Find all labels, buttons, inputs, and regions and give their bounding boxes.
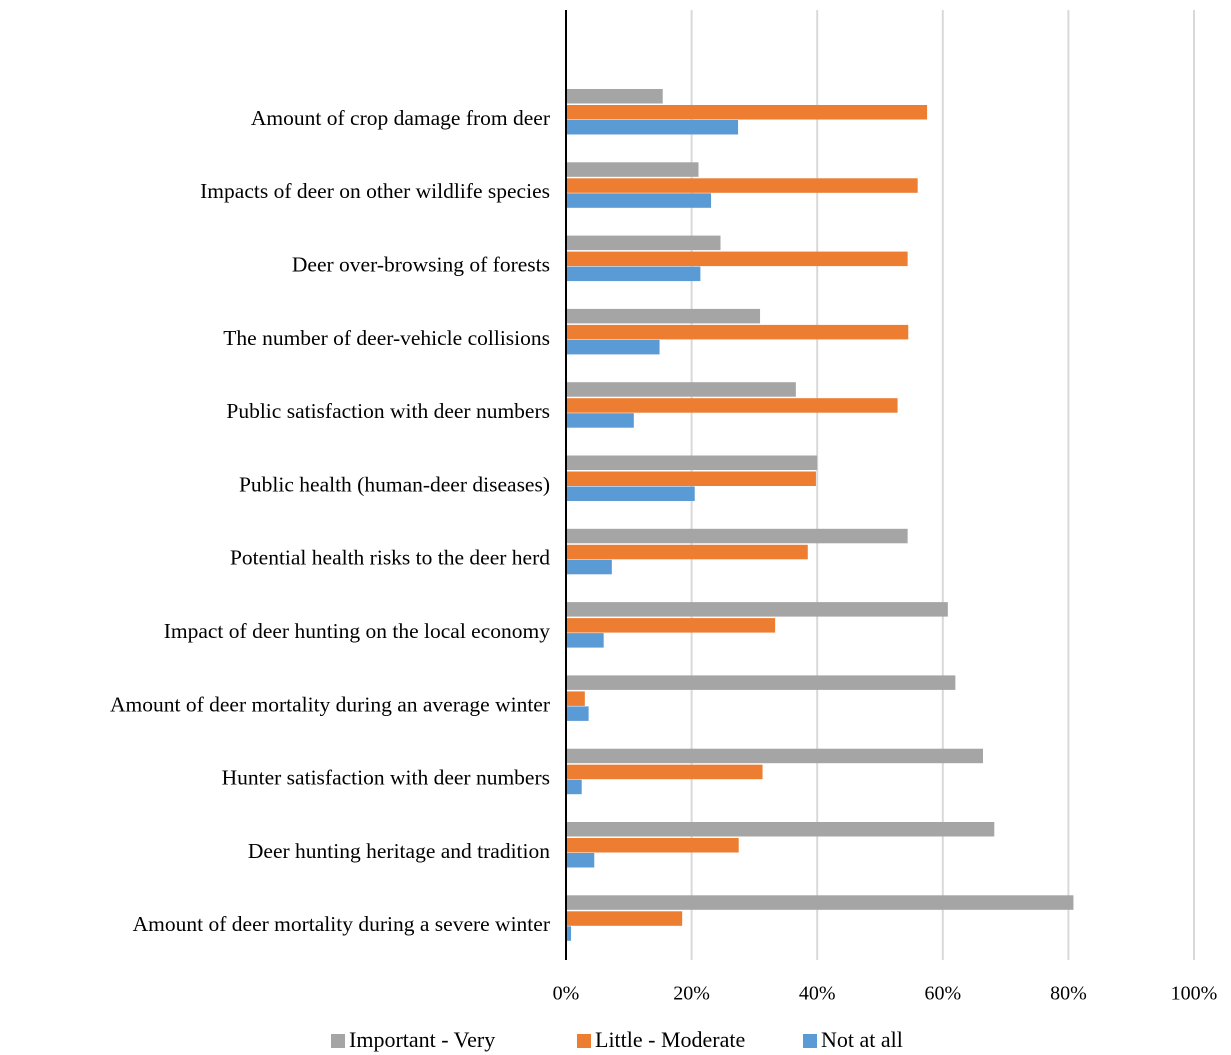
x-tick-label: 60% [924,983,961,1005]
category-label: The number of deer-vehicle collisions [223,326,550,350]
x-tick-labels: 0% 20% 40% 60% 80% 100% [553,983,1218,1005]
bars [566,89,1074,941]
legend-swatch [577,1034,591,1048]
bar [566,528,908,544]
category-label: Hunter satisfaction with deer numbers [222,766,550,790]
category-label: Public satisfaction with deer numbers [226,399,550,423]
bar [566,308,761,324]
bar [566,706,589,721]
legend-swatch [331,1034,345,1048]
category-label: Deer over-browsing of forests [292,253,550,277]
bar [566,602,948,617]
bar [566,89,663,104]
bar [566,486,695,501]
bar [566,339,660,355]
legend-label: Important - Very [349,1027,495,1052]
bar [566,544,808,560]
x-tick-label: 20% [673,983,710,1005]
category-label: Public health (human-deer diseases) [239,472,550,496]
x-tick-label: 100% [1171,983,1218,1005]
bar [566,193,712,208]
bar [566,779,582,795]
x-tick-label: 0% [553,983,580,1005]
category-label: Impacts of deer on other wildlife specie… [200,179,550,203]
bar [566,382,796,397]
bar [566,853,595,868]
bar [566,691,585,706]
bar [566,911,683,926]
bar [566,413,634,428]
x-tick-label: 80% [1050,983,1087,1005]
bar [566,822,995,837]
category-label: Deer hunting heritage and tradition [248,839,550,863]
bar [566,618,776,633]
bar [566,324,909,340]
legend-label: Little - Moderate [595,1027,745,1052]
bar [566,398,898,413]
legend-swatch [803,1034,817,1048]
bar [566,120,739,135]
gridlines [690,10,1195,960]
bar [566,675,956,690]
bar [566,764,763,780]
bar [566,235,721,251]
category-label: Impact of deer hunting on the local econ… [164,619,551,643]
bar [566,559,612,575]
bar [566,633,604,648]
category-labels: Amount of crop damage from deer Impacts o… [110,106,550,936]
bar [566,251,908,267]
bar [566,895,1074,910]
category-label: Amount of crop damage from deer [251,106,550,130]
x-tick-label: 40% [799,983,836,1005]
bar [566,105,928,120]
bar [566,178,918,193]
category-label: Amount of deer mortality during a severe… [133,912,550,936]
bar [566,748,983,764]
category-label: Amount of deer mortality during an avera… [110,692,550,716]
legend: Important - Very Little - Moderate Not at … [331,1027,903,1052]
bar [566,838,739,853]
legend-label: Not at all [821,1027,903,1052]
bar [566,471,816,486]
category-label: Potential health risks to the deer herd [230,546,550,570]
bar [566,266,701,282]
bar [566,455,818,470]
bar [566,162,699,177]
bar [566,926,572,941]
